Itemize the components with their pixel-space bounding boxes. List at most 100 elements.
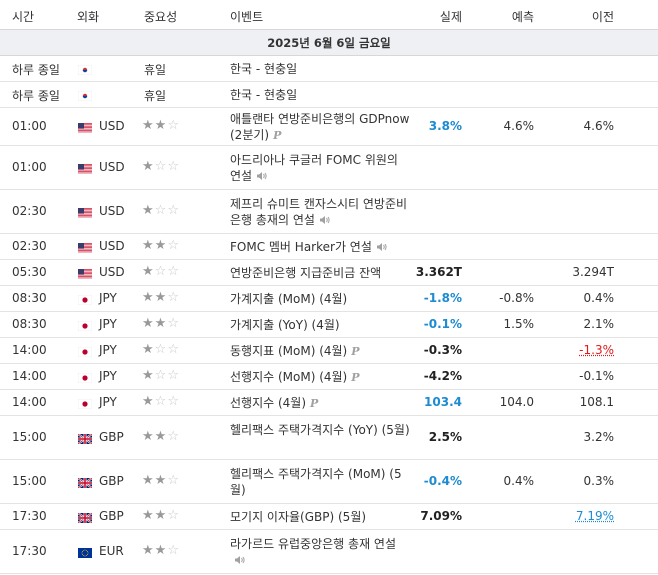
previous-value: 3.294T — [572, 265, 614, 279]
actual-value: -0.3% — [423, 343, 462, 357]
table-row[interactable]: 14:00 JPY ★☆☆ 선행지수 (4월) P 103.4 104.0 108.1 — [0, 390, 658, 416]
event-name[interactable]: 가계지출 (MoM) (4월) — [230, 291, 410, 307]
table-row[interactable]: 17:30 GBP ★★☆ 모기지 이자율(GBP) (5월) 7.09% 7.19% — [0, 504, 658, 530]
star-filled-icon: ★ — [154, 290, 168, 305]
event-name[interactable]: 모기지 이자율(GBP) (5월) — [230, 509, 410, 525]
event-name[interactable]: FOMC 멤버 Harker가 연설 — [230, 239, 410, 255]
header-time[interactable]: 시간 — [12, 10, 35, 24]
jp-flag-icon — [77, 294, 93, 306]
event-title[interactable]: 선행지수 (4월) — [230, 396, 307, 410]
event-time: 14:00 — [12, 395, 47, 409]
eu-flag-icon — [78, 547, 92, 558]
header-currency[interactable]: 외화 — [77, 10, 100, 24]
header-event[interactable]: 이벤트 — [230, 10, 264, 24]
event-title[interactable]: 헬리팩스 주택가격지수 (MoM) (5월) — [230, 467, 402, 497]
event-time: 05:30 — [12, 265, 47, 279]
header-importance[interactable]: 중요성 — [144, 10, 178, 24]
previous-value: 0.4% — [583, 291, 615, 305]
event-name[interactable]: 제프리 슈미트 캔자스시티 연방준비은행 총재의 연설 — [230, 196, 410, 228]
event-time: 01:00 — [12, 119, 47, 133]
gb-flag-icon — [77, 433, 93, 445]
event-name[interactable]: 라가르드 유럽중앙은행 총재 연설 — [230, 536, 410, 568]
star-filled-icon: ★ — [154, 473, 168, 488]
header-actual[interactable]: 실제 — [439, 10, 462, 24]
event-title[interactable]: 라가르드 유럽중앙은행 총재 연설 — [230, 537, 397, 551]
event-time: 하루 종일 — [12, 63, 60, 77]
table-row[interactable]: 01:00 USD ★☆☆ 아드리아나 쿠글러 FOMC 위원의 연설 — [0, 146, 658, 190]
event-title[interactable]: 동행지표 (MoM) (4월) — [230, 344, 348, 358]
table-row[interactable]: 08:30 JPY ★★☆ 가계지출 (YoY) (4월) -0.1% 1.5% 2.1% — [0, 312, 658, 338]
table-row[interactable]: 14:00 JPY ★☆☆ 선행지수 (MoM) (4월) P -4.2% -0.1% — [0, 364, 658, 390]
event-name[interactable]: 애틀랜타 연방준비은행의 GDPnow (2분기) P — [230, 111, 410, 144]
event-name[interactable]: 한국 - 현충일 — [230, 61, 410, 77]
event-name[interactable]: 가계지출 (YoY) (4월) — [230, 317, 410, 333]
previous-value: -0.1% — [579, 369, 614, 383]
event-name[interactable]: 헬리팩스 주택가격지수 (YoY) (5월) — [230, 422, 410, 438]
event-name[interactable]: 아드리아나 쿠글러 FOMC 위원의 연설 — [230, 152, 410, 184]
event-name[interactable]: 한국 - 현충일 — [230, 87, 410, 103]
event-title[interactable]: 헬리팩스 주택가격지수 (YoY) (5월) — [230, 423, 410, 437]
event-name[interactable]: 선행지수 (MoM) (4월) P — [230, 369, 410, 386]
previous-value: 0.3% — [583, 474, 615, 488]
star-filled-icon: ★ — [142, 238, 155, 253]
event-name[interactable]: 헬리팩스 주택가격지수 (MoM) (5월) — [230, 466, 410, 498]
previous-value: 7.19% — [575, 509, 614, 523]
currency-code: JPY — [99, 317, 117, 331]
event-title[interactable]: 가계지출 (MoM) (4월) — [230, 292, 348, 306]
event-title[interactable]: 모기지 이자율(GBP) (5월) — [230, 510, 367, 524]
star-empty-icon: ☆ — [167, 543, 180, 558]
event-name[interactable]: 연방준비은행 지급준비금 잔액 — [230, 265, 410, 281]
star-empty-icon: ☆ — [167, 159, 180, 174]
gb-flag-icon — [77, 477, 93, 489]
forecast-value: 1.5% — [503, 317, 535, 331]
event-title[interactable]: 애틀랜타 연방준비은행의 GDPnow (2분기) — [230, 112, 410, 142]
us-flag-icon — [78, 207, 92, 218]
table-row[interactable]: 02:30 USD ★★☆ FOMC 멤버 Harker가 연설 — [0, 234, 658, 260]
event-title[interactable]: 아드리아나 쿠글러 FOMC 위원의 연설 — [230, 153, 398, 183]
table-row[interactable]: 17:30 EUR ★★☆ 라가르드 유럽중앙은행 총재 연설 — [0, 530, 658, 574]
star-empty-icon: ☆ — [167, 238, 180, 253]
star-filled-icon: ★ — [142, 118, 155, 133]
jp-flag-icon — [77, 372, 93, 384]
event-title[interactable]: 한국 - 현충일 — [230, 88, 298, 102]
star-empty-icon: ☆ — [167, 508, 180, 523]
table-row[interactable]: 하루 종일 휴일 한국 - 현충일 — [0, 82, 658, 108]
table-row[interactable]: 14:00 JPY ★☆☆ 동행지표 (MoM) (4월) P -0.3% -1.3% — [0, 338, 658, 364]
event-title[interactable]: 가계지출 (YoY) (4월) — [230, 318, 340, 332]
importance-stars: ★☆☆ — [142, 368, 180, 383]
event-time: 02:30 — [12, 239, 47, 253]
us-flag-icon — [78, 122, 92, 133]
speaker-icon — [376, 243, 387, 251]
table-row[interactable]: 08:30 JPY ★★☆ 가계지출 (MoM) (4월) -1.8% -0.8% 0.4% — [0, 286, 658, 312]
star-filled-icon: ★ — [142, 508, 155, 523]
previous-value: 108.1 — [579, 395, 614, 409]
table-row[interactable]: 하루 종일 휴일 한국 - 현충일 — [0, 56, 658, 82]
event-time: 08:30 — [12, 317, 47, 331]
header-forecast[interactable]: 예측 — [511, 10, 534, 24]
star-filled-icon: ★ — [142, 368, 155, 383]
speaker-icon — [257, 172, 267, 180]
preliminary-icon: P — [310, 397, 319, 410]
holiday-label: 휴일 — [144, 89, 167, 103]
event-title[interactable]: 한국 - 현충일 — [230, 62, 298, 76]
importance-stars: ★★☆ — [142, 508, 180, 523]
date-row: 2025년 6월 6일 금요일 — [0, 30, 658, 56]
star-filled-icon: ★ — [142, 543, 155, 558]
table-row[interactable]: 01:00 USD ★★☆ 애틀랜타 연방준비은행의 GDPnow (2분기) P 3.8… — [0, 108, 658, 146]
event-name[interactable]: 동행지표 (MoM) (4월) P — [230, 343, 410, 360]
event-title[interactable]: 제프리 슈미트 캔자스시티 연방준비은행 총재의 연설 — [230, 197, 408, 227]
table-row[interactable]: 02:30 USD ★☆☆ 제프리 슈미트 캔자스시티 연방준비은행 총재의 연설 — [0, 190, 658, 234]
star-empty-icon: ☆ — [167, 290, 180, 305]
table-row[interactable]: 15:00 GBP ★★☆ 헬리팩스 주택가격지수 (MoM) (5월) -0.4% 0.… — [0, 460, 658, 504]
event-name[interactable]: 선행지수 (4월) P — [230, 395, 410, 412]
event-title[interactable]: 선행지수 (MoM) (4월) — [230, 370, 348, 384]
event-title[interactable]: 연방준비은행 지급준비금 잔액 — [230, 266, 382, 280]
table-row[interactable]: 15:00 GBP ★★☆ 헬리팩스 주택가격지수 (YoY) (5월) 2.5% 3.2… — [0, 416, 658, 460]
star-empty-icon: ☆ — [167, 118, 180, 133]
header-previous[interactable]: 이전 — [591, 10, 614, 24]
event-title[interactable]: FOMC 멤버 Harker가 연설 — [230, 240, 372, 254]
importance-stars: ★★☆ — [142, 290, 180, 305]
forecast-value: 104.0 — [499, 395, 534, 409]
table-row[interactable]: 05:30 USD ★☆☆ 연방준비은행 지급준비금 잔액 3.362T 3.294T — [0, 260, 658, 286]
